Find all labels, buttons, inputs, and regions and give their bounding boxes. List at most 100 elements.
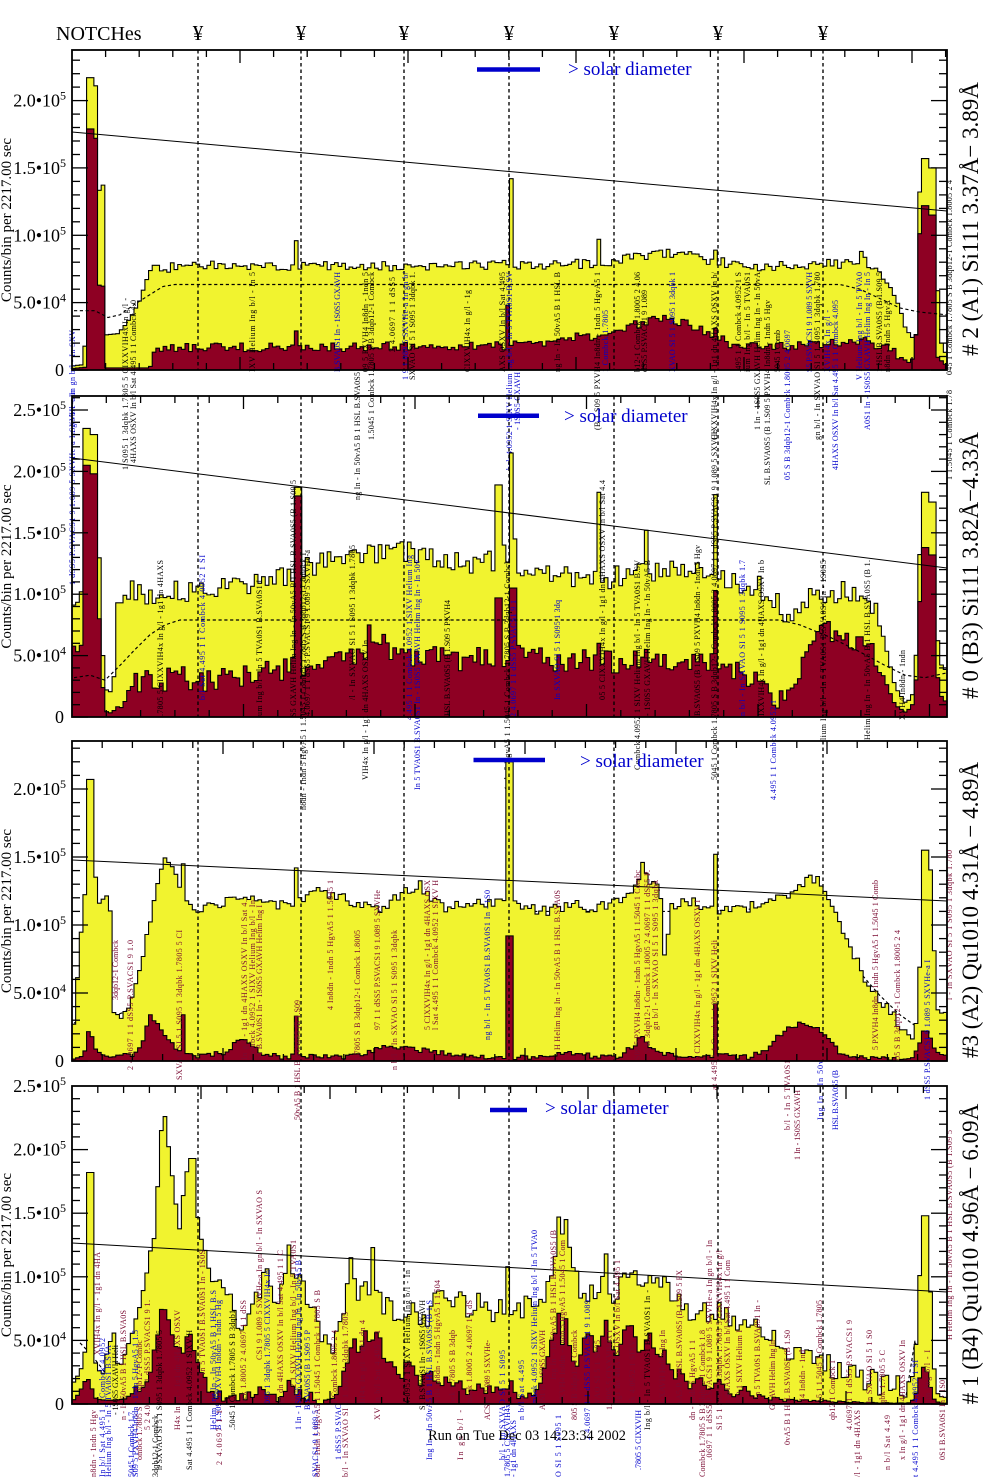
svg-text:5045 1 Comb: 5045 1 Comb [773, 330, 782, 372]
svg-text:2.0•105: 2.0•105 [13, 459, 66, 481]
svg-text:GXAVH Helim Ing In: GXAVH Helim Ing In [768, 1340, 777, 1410]
svg-text:¥: ¥ [713, 21, 724, 45]
svg-text:IXV Helium Ing b/l - In 5: IXV Helium Ing b/l - In 5 [248, 272, 257, 372]
svg-text:B 1.S09 5 PXVH4 In8dn - 1ndn 5: B 1.S09 5 PXVH4 In8dn - 1ndn 5 Hg [214, 1300, 223, 1430]
svg-text:ck 4.0952 1 SIXV: ck 4.0952 1 SIXV [628, 1340, 637, 1404]
svg-text:n b/l - In SXVAO SI 5 1 S095 1: n b/l - In SXVAO SI 5 1 S095 1 3dqbk 1.7 [738, 560, 747, 716]
svg-text:952 1 SIXV Helium I: 952 1 SIXV Helium I [735, 1330, 744, 1404]
svg-text:Helium Ing b/l - In 5 TVA0S1 B: Helium Ing b/l - In 5 TVA0S1 B.SVA [104, 1345, 113, 1477]
svg-text:4HAXS OSXV In b/l Sat 4.495 1: 4HAXS OSXV In b/l Sat 4.495 1 1 Combck 4… [831, 300, 840, 470]
svg-text:4 In8dn - 1ndn 5 HgvA5 1 1.504: 4 In8dn - 1ndn 5 HgvA5 1 1.5045 1 [326, 880, 335, 1010]
svg-text:A5 1 1.5045 1 Combck 1.7805: A5 1 1.5045 1 Combck 1.7805 [815, 1300, 824, 1404]
svg-text:SXVHe-a In gn b/l - In SXV: SXVHe-a In gn b/l - In SXV [68, 330, 77, 432]
svg-text:g1 dn 4HAXS OSXV In b/l Sat 4.: g1 dn 4HAXS OSXV In b/l Sat 4.495 1 1 C [276, 1250, 285, 1404]
svg-text:Counts/bin per 2217.00 sec: Counts/bin per 2217.00 sec [0, 138, 15, 302]
svg-text:095 1 3dqbk 1.7805 5 CIXXVIH4x: 095 1 3dqbk 1.7805 5 CIXXVIH4x In [263, 1270, 272, 1404]
svg-text:1.7805 S B 3dqb12-1 Combck 1.8: 1.7805 S B 3dqb12-1 Combck 1.8005 [353, 930, 362, 1061]
svg-text:S1 B.SVA0S1 In - 1S0S5 GXAVH H: S1 B.SVA0S1 In - 1S0S5 GXAVH Helim Ing I [255, 905, 264, 1060]
svg-text:5045 1 Combck 1.7: 5045 1 Combck 1.7 [127, 1412, 136, 1477]
svg-text:09 5 PXVH4 In8dn - 1ndn 5: 09 5 PXVH4 In8dn - 1ndn 5 [361, 272, 370, 372]
svg-text:¥: ¥ [296, 21, 307, 45]
svg-text:1 9 1.089 5 SXVHe-a In gn b/: 1 9 1.089 5 SXVHe-a In gn b/ [401, 271, 410, 380]
svg-text:In SXVAO SI 5 1 S095 1 3dq: In SXVAO SI 5 1 S095 1 3dq [553, 600, 562, 700]
svg-text:2 4.0697 1 1 dSS5 P.SVACS1 9 1: 2 4.0697 1 1 dSS5 P.SVACS1 9 1.089 [583, 1300, 592, 1440]
svg-text:2 4.0697 1 1: 2 4.0697 1 1 [215, 1410, 224, 1465]
svg-text:- 1g1 dn 4HAXS: - 1g1 dn 4HAXS [509, 1420, 518, 1477]
svg-text:0S1 B.SVA0S1 In - 1S0: 0S1 B.SVA0S1 In - 1S0 [938, 1380, 947, 1460]
svg-text:GXAVH Helim Ing In: GXAVH Helim Ing In [658, 1330, 667, 1404]
svg-text:5.0•104: 5.0•104 [13, 981, 66, 1003]
svg-text:n - In 50vA5 B 1 HSL B.SVA0S: n - In 50vA5 B 1 HSL B.SVA0S [119, 1310, 128, 1420]
svg-text:1 In - 1S0S5 GXAVH Helim Ing I: 1 In - 1S0S5 GXAVH Helim Ing In - In 50v… [753, 272, 762, 430]
svg-text:CS1 9 1.089 5 SXVHe-a In gn b/: CS1 9 1.089 5 SXVHe-a In gn b/l - In SXV… [255, 1190, 264, 1360]
svg-text:XVH4 In8dn - 1ndn: XVH4 In8dn - 1ndn [898, 650, 907, 720]
svg-text:4.0697 1 1 dSS5 P.SVACS1 9: 4.0697 1 1 dSS5 P.SVACS1 9 [845, 1320, 854, 1430]
svg-text:SXVAO SI 5 1 S095 1 3dqbk 1.78: SXVAO SI 5 1 S095 1 3dqbk 1.7805 5 CI [175, 930, 184, 1080]
svg-text:B.SVA0S1 In - 1S0S5 GXAVH: B.SVA0S1 In - 1S0S5 GXAVH [333, 272, 342, 372]
svg-text:97 1 1 dSS5 P.SVACS1 9 1.089 5: 97 1 1 dSS5 P.SVACS1 9 1.089 5 SXVHe [373, 890, 382, 1030]
svg-text:S09 5 PXVH4 In8dn - 1ndn 5 Hgv: S09 5 PXVH4 In8dn - 1ndn 5 HgvA5 1 1.504… [633, 870, 642, 1060]
svg-text:b/l Sat 4.495 1 1 Combck 4.095: b/l Sat 4.495 1 1 Combck 4.0952 1 SI [198, 555, 207, 700]
svg-text:AXS OSXV In b/l Sat 4.495: AXS OSXV In b/l Sat 4.495 [498, 272, 507, 372]
svg-text:H4x In g/l - 1g1 dn 4HAXS OSXV: H4x In g/l - 1g1 dn 4HAXS OSXV [173, 1310, 182, 1430]
svg-text:1.5•105: 1.5•105 [13, 1201, 66, 1223]
svg-text:dn - 1ndn 5 HgvA5 1 1: dn - 1ndn 5 HgvA5 1 1 [688, 1340, 697, 1420]
svg-text:H Helim Ing In - In 50vA5 B 1: H Helim Ing In - In 50vA5 B 1 HSL B.SVA0… [945, 1130, 954, 1340]
svg-text:1.7805 5 CIXXVIH4x: 1.7805 5 CIXXVIH4x [503, 1404, 512, 1477]
svg-text:n 4HAXS OSXV In b/l Sat 4.495: n 4HAXS OSXV In b/l Sat 4.495 1 1 Com [723, 1259, 732, 1404]
svg-text:/l - In SXVAO SI 5 1 S095 1 3d: /l - In SXVAO SI 5 1 S095 1 3dqbk 1.7805 [348, 545, 357, 700]
svg-text:In SXVAO SI 5 1 S0: In SXVAO SI 5 1 S0 [865, 1330, 874, 1404]
svg-text:5.0•104: 5.0•104 [13, 1328, 66, 1350]
svg-text:05 S B 3dqb12-1 Combck 1.8005: 05 S B 3dqb12-1 Combck 1.8005 2 4.0697 [783, 330, 792, 480]
svg-text:x In g/l - 1g1 dn 4HAXS OSXV I: x In g/l - 1g1 dn 4HAXS OSXV In [898, 1340, 907, 1460]
svg-text:# 2 (A1) Si111 3.37Å− 3.89Å: # 2 (A1) Si111 3.37Å− 3.89Å [958, 82, 983, 356]
svg-text:.0952 1 SIXV Helium Ing b/l -: .0952 1 SIXV Helium Ing b/l - In 5 TVA0S… [289, 1240, 298, 1404]
svg-text:SI 5 1 S095 1 3dqbk 1.7805 5 C: SI 5 1 S095 1 3dqbk 1.7805 5 CIXXVIH4x I… [715, 1249, 724, 1430]
svg-text:H Helim Ing In - In 50vA5 B 1: H Helim Ing In - In 50vA5 B 1 HSL B.SVA0… [553, 890, 562, 1050]
svg-text:1.0•105: 1.0•105 [13, 1265, 66, 1287]
svg-text:2 4.0697 1 1 dSS5 P.SVACS1 9 1: 2 4.0697 1 1 dSS5 P.SVACS1 9 1 [509, 600, 518, 717]
svg-text:1.5•105: 1.5•105 [13, 521, 66, 543]
svg-text:XVIH4x In g/l -: XVIH4x In g/l - [823, 310, 832, 372]
svg-text:um Ing b/l - In 5 TVA0S1 B.SVA: um Ing b/l - In 5 TVA0S1 B.SVA0S1 I [255, 580, 264, 716]
svg-text:Ing In - In 50vA5 B 1 HSL B.SV: Ing In - In 50vA5 B 1 HSL B.SVA0S5 (B 1.… [425, 1300, 434, 1460]
svg-text:In b/l Sat 4.495 1 1 Combck 4.: In b/l Sat 4.495 1 1 Combck 4.0952 [98, 1338, 107, 1477]
svg-text:0: 0 [55, 360, 64, 380]
svg-text:50vA5 B 1 HSL B.SVA0S5 (B 1.S0: 50vA5 B 1 HSL B.SVA0S5 (B 1.S09 [293, 1000, 302, 1120]
svg-text:n b/l Sat 4.49: n b/l Sat 4.49 [883, 1415, 892, 1470]
svg-text:2 4.0697 1 1 dSS5: 2 4.0697 1 1 dSS5 [388, 277, 397, 352]
svg-text:2 4.0697 1 1 dSS5 P.SVACS1 9 1: 2 4.0697 1 1 dSS5 P.SVACS1 9 1.0 [126, 940, 135, 1070]
svg-text:ng In - In 50vA5 B 1 HSL B: ng In - In 50vA5 B 1 HSL B [553, 272, 562, 372]
svg-text:Combck 4.0952 1 SIXV Helium In: Combck 4.0952 1 SIXV Helium Ing b/l - In [248, 900, 257, 1060]
svg-text:5 CIXXVIH4x In g/l - 1g1 dn 4H: 5 CIXXVIH4x In g/l - 1g1 dn 4HAXS OSXV I [693, 900, 702, 1060]
svg-text:S1 B.SVA0S1 In - 1S0S5 GXAVH: S1 B.SVA0S1 In - 1S0S5 GXAVH [418, 1300, 427, 1410]
svg-text:S5 GXAVH Helim Ing In - In 50v: S5 GXAVH Helim Ing In - In 50vA5 B 1 HSL… [289, 480, 298, 717]
svg-text:qbk 1.7805 5 C: qbk 1.7805 5 C [878, 1350, 887, 1404]
svg-text:qb12-1 Combck 1: qb12-1 Combck 1 [828, 1360, 837, 1420]
svg-text:n8dn - 1ndn 5 HgvA: n8dn - 1ndn 5 HgvA [883, 300, 892, 372]
svg-text:1.5045 1 Combck 1.7805 S B 3dq: 1.5045 1 Combck 1.7805 S B 3dqb12-1 Comb… [367, 272, 376, 440]
svg-text:1 Combck 1.7805: 1 Combck 1.7805 [601, 310, 610, 372]
svg-text:1.0•105: 1.0•105 [13, 913, 66, 935]
svg-text:1 1.5045 1 Combck 1.78: 1 1.5045 1 Combck 1.78 [945, 390, 954, 480]
svg-text:gn b/l - In SXVAO SI 5 1 S095: gn b/l - In SXVAO SI 5 1 S095 1 3dqbk 1.… [813, 272, 822, 440]
svg-text:In gn b/l -: In gn b/l - [456, 1410, 465, 1460]
svg-text:4.495 1 1 Combck 4.0952 1 SIXV: 4.495 1 1 Combck 4.0952 1 SIXV Helium In… [405, 555, 414, 720]
svg-text:1 In - 1S0S5 GXAVH Helim Ing I: 1 In - 1S0S5 GXAVH Helim Ing In - In 50v… [294, 1260, 303, 1430]
svg-text:gn b/l - In SXVAO SI 5 1 S095: gn b/l - In SXVAO SI 5 1 S095 1 3dqbk [651, 880, 660, 1030]
svg-text:IH4x In g/l - 1g1 dn 4: IH4x In g/l - 1g1 dn 4 [358, 1320, 367, 1404]
svg-text:5 S B 3dqb12-1 Combck 1.8005 2: 5 S B 3dqb12-1 Combck 1.8005 2 4.0697 1 … [643, 870, 652, 1060]
svg-text:4.0952 1 SIXV Helium Ing b/l -: 4.0952 1 SIXV Helium Ing b/l - In [403, 1270, 412, 1404]
svg-text:l Sat 4.495 1 1 Combck 4.0952: l Sat 4.495 1 1 Combck 4.0952 1 SIXV H [431, 880, 440, 1030]
svg-text:l - In SXVAO SI 5 1 S095 1 3dq: l - In SXVAO SI 5 1 S095 1 3dqbk 1.780 [945, 850, 954, 1000]
svg-text:VAO SI 5 1 S095: VAO SI 5 1 S095 [593, 1340, 602, 1404]
svg-text:/l - 1g1 dn 4HAXS: /l - 1g1 dn 4HAXS [853, 1410, 862, 1477]
svg-text:ombck 1.7805 S B 3dqb12-1 Comb: ombck 1.7805 S B 3dqb12-1 Combc [135, 1340, 144, 1460]
svg-text:0vA5 B 1 HSL B.SVA0S5 (B 1.S0: 0vA5 B 1 HSL B.SVA0S5 (B 1.S0 [783, 1330, 792, 1445]
svg-text:b/l - In SXVAO SI 5 1 S095 1 3: b/l - In SXVAO SI 5 1 S095 1 3dqbk 1.780… [341, 1312, 350, 1477]
svg-text:4.495 1 1 Combck 4.0952 1: 4.495 1 1 Combck 4.0952 1 [769, 700, 778, 800]
svg-text:1.7805 5 CIXXVIH4x I: 1.7805 5 CIXXVIH4x I [605, 1330, 614, 1410]
svg-text:H4 In8dn - 1nd: H4 In8dn - 1nd [798, 1350, 807, 1404]
svg-text:5.0•104: 5.0•104 [13, 291, 66, 313]
svg-text:¥: ¥ [504, 21, 515, 45]
